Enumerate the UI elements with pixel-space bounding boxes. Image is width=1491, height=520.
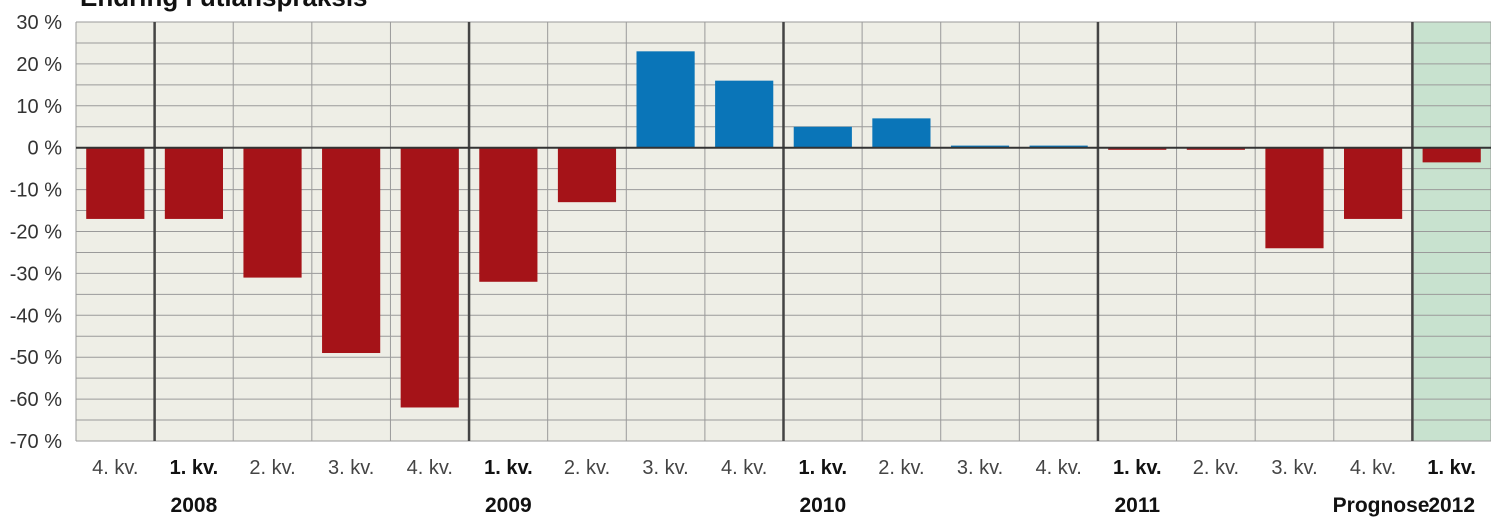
x-tick-label: 3. kv. [957, 457, 1003, 479]
x-tick-label: 3. kv. [642, 457, 688, 479]
year-label: 2011 [1114, 494, 1160, 517]
bar [86, 147, 145, 219]
bar [1343, 147, 1403, 219]
bar [1108, 147, 1167, 150]
bar [164, 147, 224, 219]
y-tick-label: -70 % [10, 431, 62, 453]
bar [793, 126, 852, 148]
bar [322, 147, 381, 354]
year-label: 2009 [485, 494, 532, 517]
y-tick-label: 30 % [16, 12, 62, 34]
bar [1029, 145, 1088, 148]
bar [1422, 147, 1481, 163]
bar [1186, 147, 1245, 150]
x-tick-label: 1. kv. [1113, 457, 1162, 479]
x-tick-label: 1. kv. [1427, 457, 1476, 479]
bar [243, 147, 302, 278]
y-tick-label: 10 % [16, 96, 62, 118]
x-tick-label: 1. kv. [799, 457, 848, 479]
bar [636, 51, 695, 148]
grid-lines [75, 21, 1491, 442]
x-tick-label: 1. kv. [484, 457, 533, 479]
x-tick-label: 4. kv. [1035, 457, 1081, 479]
bar [872, 118, 931, 148]
x-tick-label: 4. kv. [1350, 457, 1396, 479]
bar [400, 147, 459, 408]
x-tick-label: 1. kv. [170, 457, 219, 479]
x-tick-label: 3. kv. [1271, 457, 1317, 479]
year-label: 2012 [1428, 494, 1475, 517]
y-tick-label: -50 % [10, 347, 62, 369]
x-tick-label: 4. kv. [721, 457, 767, 479]
bar [715, 80, 774, 148]
title-layer: Endring i utlånspraksis [80, 0, 368, 12]
y-tick-label: 20 % [16, 54, 62, 76]
bars [76, 51, 1491, 408]
x-tick-label: 2. kv. [249, 457, 295, 479]
bar [557, 147, 617, 203]
y-tick-label: -60 % [10, 389, 62, 411]
y-axis-labels: 30 % 20 % 10 % 0 % -10 % -20 % -30 % -40 % -50 %… [10, 12, 62, 453]
year-label: 2010 [799, 494, 846, 517]
prognose-label: Prognose [1333, 494, 1430, 517]
x-tick-label: 2. kv. [1193, 457, 1239, 479]
year-label: 2008 [171, 494, 218, 517]
y-tick-label: -10 % [10, 180, 62, 202]
x-tick-label: 2. kv. [564, 457, 610, 479]
x-tick-label: 4. kv. [92, 457, 138, 479]
y-tick-label: -20 % [10, 222, 62, 244]
x-tick-label: 4. kv. [407, 457, 453, 479]
y-tick-label: -30 % [10, 263, 62, 285]
x-axis-labels: 4. kv. 1. kv. 2. kv. 3. kv. 4. kv. 1. kv. 2. k… [92, 457, 1476, 517]
y-tick-label: 0 % [28, 138, 63, 160]
bar [1265, 147, 1324, 249]
bar [950, 145, 1010, 148]
chart-title: Endring i utlånspraksis [80, 0, 368, 12]
y-tick-label: -40 % [10, 305, 62, 327]
x-tick-label: 3. kv. [328, 457, 374, 479]
x-tick-label: 2. kv. [878, 457, 924, 479]
bar [479, 147, 538, 282]
